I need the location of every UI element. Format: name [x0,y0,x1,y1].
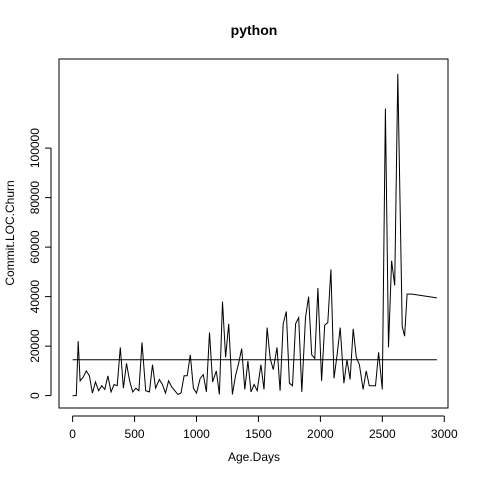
x-tick-label: 2500 [369,427,396,441]
x-tick-label: 1500 [245,427,272,441]
x-tick-label: 1000 [183,427,210,441]
x-axis-label: Age.Days [228,450,280,464]
plot-box [58,58,449,409]
x-tick-label: 500 [125,427,145,441]
x-tick-label: 0 [69,427,76,441]
x-axis: 0 500 1000 1500 2000 2500 3000 [69,415,458,441]
y-axis: 0 20000 40000 60000 80000 100000 [28,128,52,399]
y-tick-label: 40000 [28,280,42,314]
x-tick-label: 2000 [307,427,334,441]
chart-title: python [231,22,278,38]
x-tick-label: 3000 [431,427,458,441]
y-axis-label: Commit.LOC.Churn [3,180,17,285]
y-tick-label: 100000 [28,128,42,168]
y-tick-label: 80000 [28,181,42,215]
y-tick-label: 60000 [28,230,42,264]
series-line [72,73,437,397]
y-tick-label: 0 [28,392,42,399]
y-tick-label: 20000 [28,329,42,363]
